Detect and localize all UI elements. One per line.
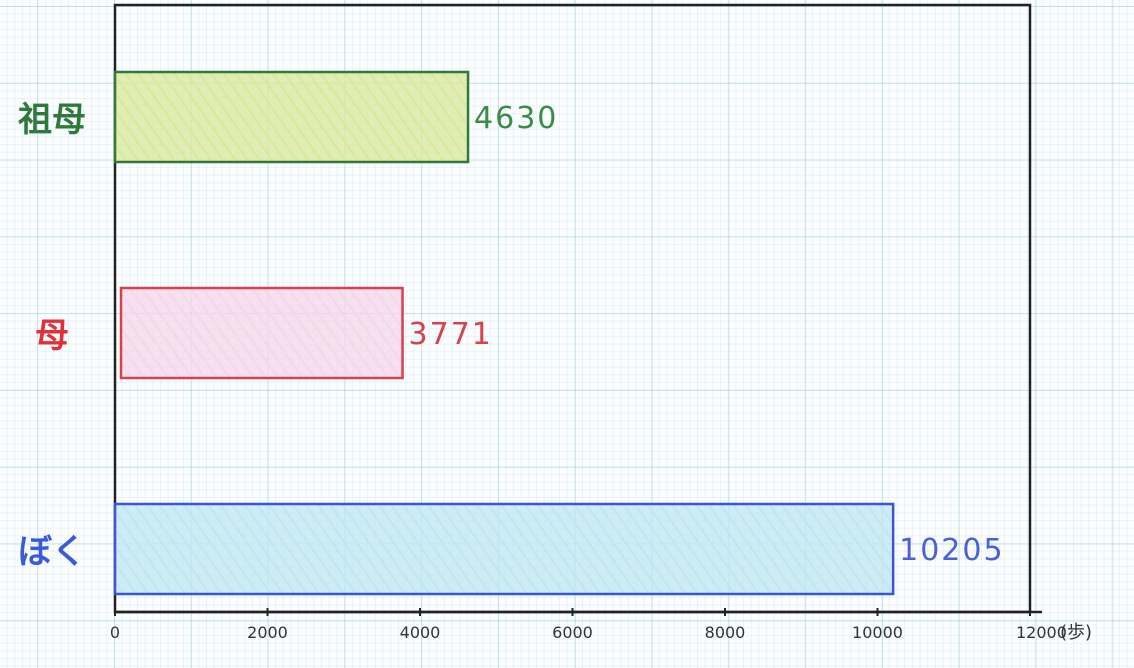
bars-group — [113, 70, 895, 596]
x-tick-label-3: 6000 — [552, 623, 593, 642]
bar-2 — [113, 502, 895, 596]
category-label-0: 祖母 — [18, 100, 86, 140]
x-tick-label-5: 10000 — [852, 623, 903, 642]
x-unit-label: (歩) — [1060, 622, 1092, 643]
bar-0 — [113, 70, 470, 164]
x-tick-label-1: 2000 — [247, 623, 288, 642]
value-label-2: 10205 — [899, 533, 1004, 568]
x-tick-label-6: 12000 — [1016, 623, 1067, 642]
x-axis-ticks: 0 2000 4000 6000 8000 10000 12000(歩) — [110, 608, 1092, 643]
bar-1 — [119, 286, 404, 380]
x-tick-label-2: 4000 — [400, 623, 441, 642]
x-tick-label-4: 8000 — [705, 623, 746, 642]
value-label-1: 3771 — [409, 317, 493, 352]
category-label-2: ぼく — [18, 532, 86, 572]
value-labels: 4630 3771 10205 — [409, 101, 1004, 568]
category-label-1: 母 — [35, 316, 69, 356]
value-label-0: 4630 — [474, 101, 558, 136]
x-tick-label-0: 0 — [110, 623, 120, 642]
